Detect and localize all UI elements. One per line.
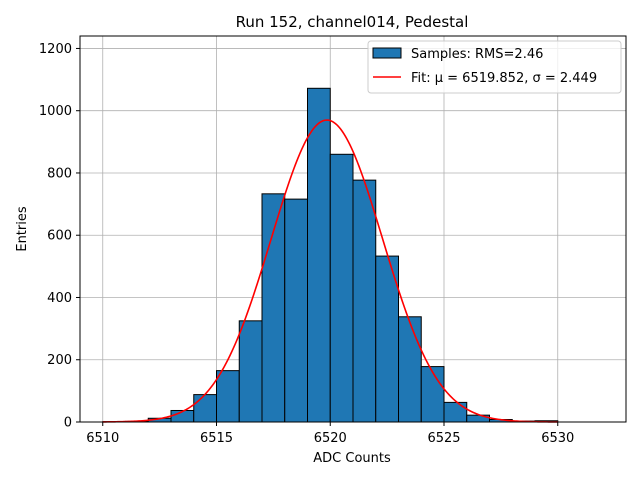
legend-label-samples: Samples: RMS=2.46 <box>411 47 543 62</box>
x-axis-label: ADC Counts <box>313 451 391 466</box>
histogram-bar <box>261 193 286 423</box>
x-tick-label: 6510 <box>86 431 119 446</box>
x-axis-ticks: 6510 6515 6520 6525 6530 <box>86 422 574 446</box>
plot-frame <box>79 35 627 423</box>
x-tick-label: 6530 <box>541 431 574 446</box>
histogram-bar <box>307 87 331 423</box>
y-axis-ticks: 0 200 400 600 800 1000 1200 <box>39 42 80 431</box>
histogram-bar <box>420 366 445 423</box>
x-tick-label: 6525 <box>427 431 460 446</box>
y-tick-label: 1200 <box>39 42 72 57</box>
histogram-bar <box>329 153 354 423</box>
legend: Samples: RMS=2.46 Fit: μ = 6519.852, σ =… <box>367 40 622 94</box>
x-tick-label: 6520 <box>314 431 347 446</box>
y-tick-label: 400 <box>47 291 72 306</box>
chart-title: Run 152, channel014, Pedestal <box>236 13 469 31</box>
histogram-bars <box>102 87 559 423</box>
y-tick-label: 1000 <box>39 104 72 119</box>
histogram-bar <box>443 401 468 423</box>
histogram-bar <box>238 320 263 423</box>
histogram-bar <box>352 179 377 423</box>
y-axis-label: Entries <box>15 206 30 252</box>
histogram-bar <box>193 394 217 423</box>
fit-curve <box>102 119 558 423</box>
legend-swatch-samples <box>372 47 402 59</box>
y-tick-label: 0 <box>64 416 72 431</box>
histogram-bar <box>284 198 308 423</box>
y-tick-label: 800 <box>47 166 72 181</box>
legend-box <box>367 40 622 94</box>
y-tick-label: 600 <box>47 229 72 244</box>
x-tick-label: 6515 <box>200 431 233 446</box>
y-tick-label: 200 <box>47 353 72 368</box>
legend-label-fit: Fit: μ = 6519.852, σ = 2.449 <box>411 71 597 86</box>
histogram-bar <box>216 370 240 423</box>
histogram-bar <box>398 316 422 423</box>
